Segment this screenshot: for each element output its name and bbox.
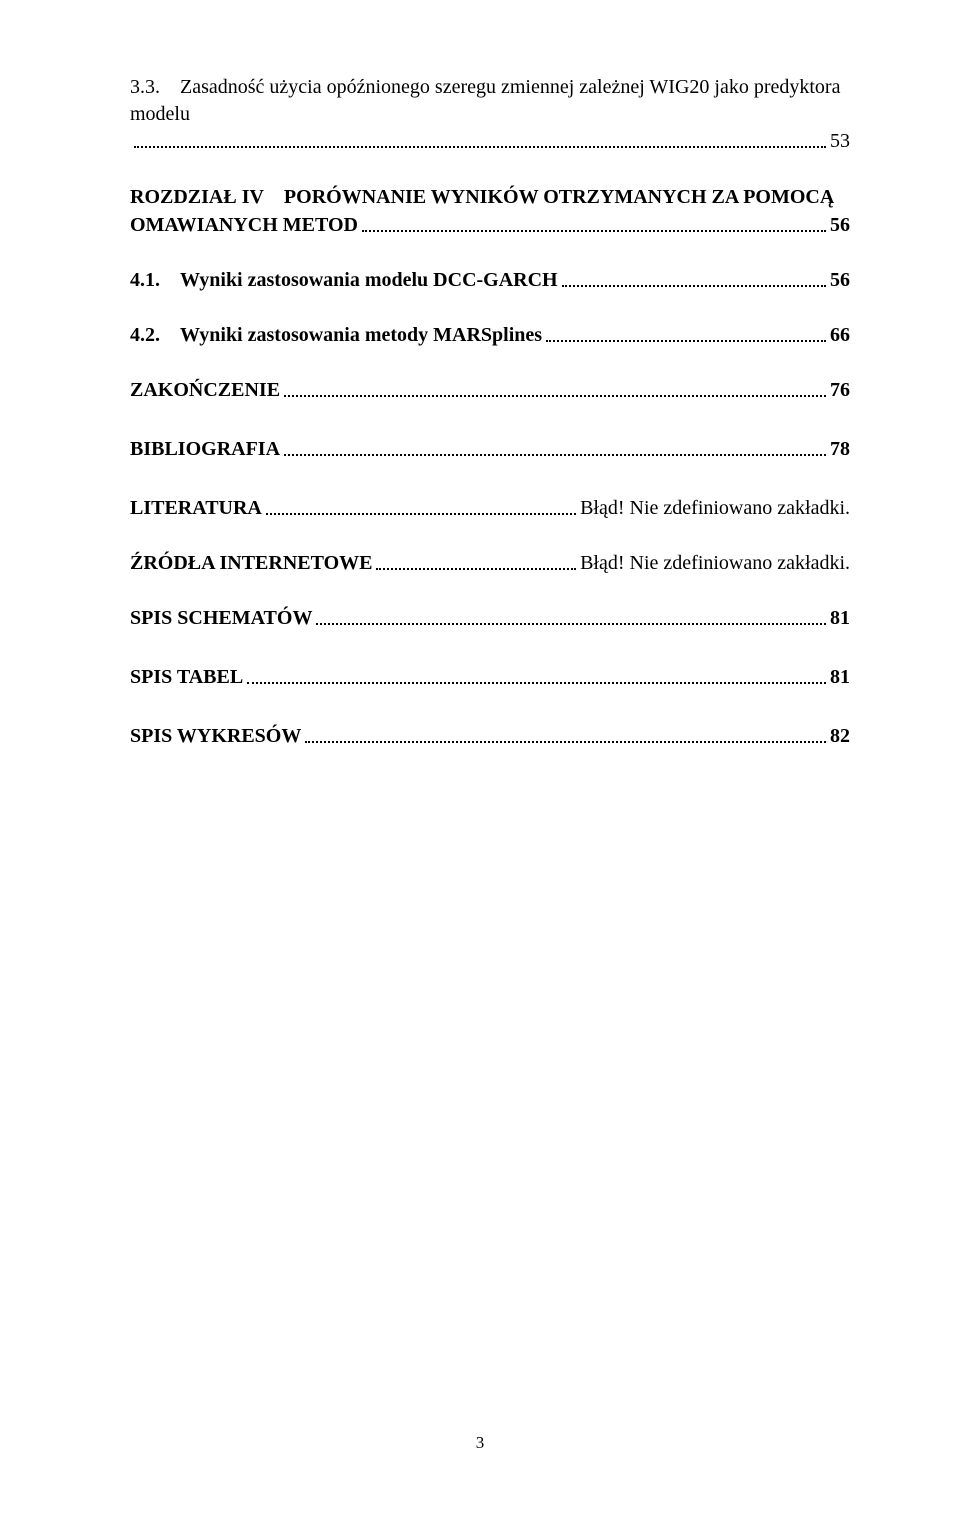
toc-entry-literatura: LITERATURA Błąd! Nie zdefiniowano zakład… bbox=[130, 495, 850, 522]
toc-dots bbox=[546, 324, 826, 342]
toc-entry-bibliografia: BIBLIOGRAFIA 78 bbox=[130, 436, 850, 463]
toc-page: 82 bbox=[830, 723, 850, 750]
toc-line: SPIS SCHEMATÓW 81 bbox=[130, 605, 850, 632]
toc-text: SPIS WYKRESÓW bbox=[130, 723, 301, 750]
toc-dots bbox=[284, 379, 826, 397]
toc-entry-zakonczenie: ZAKOŃCZENIE 76 bbox=[130, 377, 850, 404]
toc-dots bbox=[316, 607, 826, 625]
toc-text: SPIS SCHEMATÓW bbox=[130, 605, 312, 632]
toc-text: ZAKOŃCZENIE bbox=[130, 377, 280, 404]
toc-text: 4.2. Wyniki zastosowania metody MARSplin… bbox=[130, 322, 542, 349]
toc-page: 81 bbox=[830, 664, 850, 691]
toc-dots bbox=[305, 725, 826, 743]
toc-text: ŹRÓDŁA INTERNETOWE bbox=[130, 550, 372, 577]
toc-text-line1: 3.3. Zasadność użycia opóźnionego szereg… bbox=[130, 74, 850, 128]
toc-page: Błąd! Nie zdefiniowano zakładki. bbox=[580, 495, 850, 522]
toc-line: SPIS WYKRESÓW 82 bbox=[130, 723, 850, 750]
toc-entry-spis-tabel: SPIS TABEL 81 bbox=[130, 664, 850, 691]
toc-dots bbox=[562, 269, 826, 287]
toc-dots bbox=[247, 666, 826, 684]
toc-text: 4.1. Wyniki zastosowania modelu DCC-GARC… bbox=[130, 267, 558, 294]
toc-line: 4.1. Wyniki zastosowania modelu DCC-GARC… bbox=[130, 267, 850, 294]
toc-entry-sec42: 4.2. Wyniki zastosowania metody MARSplin… bbox=[130, 322, 850, 349]
toc-dots bbox=[266, 497, 576, 515]
toc-text: SPIS TABEL bbox=[130, 664, 243, 691]
toc-line: BIBLIOGRAFIA 78 bbox=[130, 436, 850, 463]
toc-line: ZAKOŃCZENIE 76 bbox=[130, 377, 850, 404]
toc-line: ŹRÓDŁA INTERNETOWE Błąd! Nie zdefiniowan… bbox=[130, 550, 850, 577]
toc-text: BIBLIOGRAFIA bbox=[130, 436, 280, 463]
toc-line: SPIS TABEL 81 bbox=[130, 664, 850, 691]
toc-entry-sec41: 4.1. Wyniki zastosowania modelu DCC-GARC… bbox=[130, 267, 850, 294]
toc-line: 53 bbox=[130, 128, 850, 155]
toc-dots bbox=[362, 214, 826, 232]
toc-page: 78 bbox=[830, 436, 850, 463]
toc-line: 4.2. Wyniki zastosowania metody MARSplin… bbox=[130, 322, 850, 349]
toc-entry-sec33: 3.3. Zasadność użycia opóźnionego szereg… bbox=[130, 74, 850, 155]
toc-chapter-line2: OMAWIANYCH METOD bbox=[130, 211, 358, 239]
toc-dots bbox=[376, 552, 576, 570]
toc-chapter-line1: ROZDZIAŁ IV PORÓWNANIE WYNIKÓW OTRZYMANY… bbox=[130, 183, 850, 211]
toc-entry-spis-schematow: SPIS SCHEMATÓW 81 bbox=[130, 605, 850, 632]
toc-text: LITERATURA bbox=[130, 495, 262, 522]
toc-page: 56 bbox=[830, 211, 850, 239]
toc-entry-zrodla: ŹRÓDŁA INTERNETOWE Błąd! Nie zdefiniowan… bbox=[130, 550, 850, 577]
toc-line: OMAWIANYCH METOD 56 bbox=[130, 211, 850, 239]
toc-page: 53 bbox=[830, 128, 850, 155]
toc-line: LITERATURA Błąd! Nie zdefiniowano zakład… bbox=[130, 495, 850, 522]
page-number: 3 bbox=[0, 1433, 960, 1453]
toc-page: Błąd! Nie zdefiniowano zakładki. bbox=[580, 550, 850, 577]
toc-page: 81 bbox=[830, 605, 850, 632]
toc-page: 56 bbox=[830, 267, 850, 294]
toc-dots bbox=[284, 438, 826, 456]
page: 3.3. Zasadność użycia opóźnionego szereg… bbox=[0, 0, 960, 1515]
toc-entry-chapter4: ROZDZIAŁ IV PORÓWNANIE WYNIKÓW OTRZYMANY… bbox=[130, 183, 850, 239]
toc-page: 66 bbox=[830, 322, 850, 349]
toc-page: 76 bbox=[830, 377, 850, 404]
toc-dots bbox=[134, 130, 826, 148]
toc-entry-spis-wykresow: SPIS WYKRESÓW 82 bbox=[130, 723, 850, 750]
